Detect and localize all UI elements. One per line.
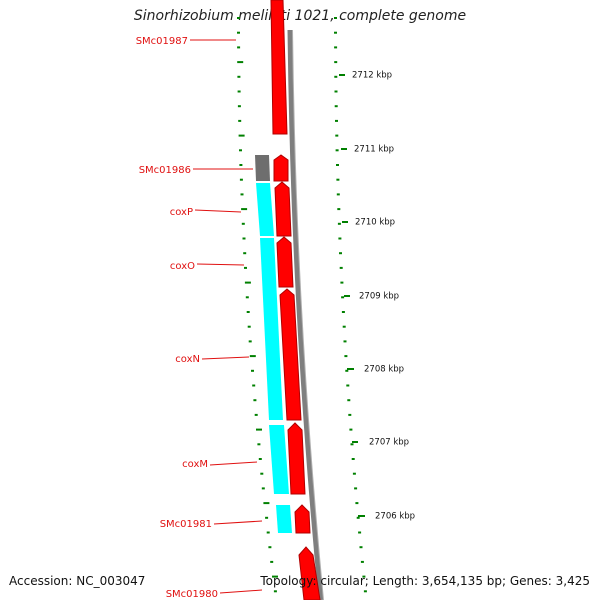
accession-text: Accession: NC_003047: [9, 574, 146, 588]
cog-block-coxM: [269, 425, 289, 494]
leader-line-SMc01980: [219, 589, 263, 594]
gene-labels: SMc01987 SMc01986 coxP coxO coxN coxM SM…: [136, 36, 263, 600]
leader-line-coxM: [209, 461, 258, 466]
gene-arrow-SMc01986[interactable]: [273, 154, 289, 182]
gene-label-coxN[interactable]: coxN: [175, 354, 200, 365]
forward-gene-track: [270, 0, 321, 600]
leader-line-coxO: [196, 263, 245, 266]
gene-block-grey: [255, 155, 270, 181]
scale-label-2708: 2708 kbp: [364, 365, 404, 375]
gene-label-coxP[interactable]: coxP: [170, 207, 193, 218]
leader-line-SMc01981: [213, 520, 263, 525]
genome-title: Sinorhizobium meliloti 1021, complete ge…: [133, 8, 467, 24]
gene-label-SMc01981[interactable]: SMc01981: [160, 519, 212, 530]
scale-label-2710: 2710 kbp: [355, 218, 395, 228]
gene-label-SMc01987[interactable]: SMc01987: [136, 36, 188, 47]
gene-label-SMc01980[interactable]: SMc01980: [166, 589, 218, 600]
gene-arrow-SMc01987[interactable]: [270, 0, 288, 135]
cog-block-SMc01981: [276, 505, 292, 533]
leader-line-coxP: [194, 209, 242, 213]
genome-info-text: Topology: circular; Length: 3,654,135 bp…: [260, 574, 590, 588]
gene-arrow-coxP[interactable]: [274, 181, 292, 237]
scale-label-2711: 2711 kbp: [354, 145, 394, 155]
scale-label-2709: 2709 kbp: [359, 292, 399, 302]
gene-arrow-SMc01981[interactable]: [294, 504, 311, 534]
scale-label-2712: 2712 kbp: [352, 71, 392, 81]
gene-label-coxM[interactable]: coxM: [182, 459, 208, 470]
gene-label-coxO[interactable]: coxO: [170, 261, 195, 272]
gene-arrow-coxO[interactable]: [276, 236, 294, 288]
scale-label-2706: 2706 kbp: [375, 512, 415, 522]
scale-labels: 2712 kbp 2711 kbp 2710 kbp 2709 kbp 2708…: [339, 71, 415, 522]
gene-label-SMc01986[interactable]: SMc01986: [139, 165, 191, 176]
genome-backbone: [287, 29, 324, 600]
cog-block-coxN: [260, 238, 283, 420]
inner-tick-track: [237, 17, 278, 593]
scale-label-2707: 2707 kbp: [369, 438, 409, 448]
gene-arrow-SMc01980[interactable]: [298, 546, 321, 600]
gene-arrow-coxM[interactable]: [287, 422, 306, 495]
cog-block-coxP: [256, 183, 274, 236]
gene-arrow-coxN[interactable]: [279, 288, 302, 421]
genome-backbone-highlight: [292, 29, 324, 600]
outer-tick-track: [334, 17, 367, 593]
cog-track: [256, 183, 292, 533]
leader-line-coxN: [201, 356, 250, 360]
